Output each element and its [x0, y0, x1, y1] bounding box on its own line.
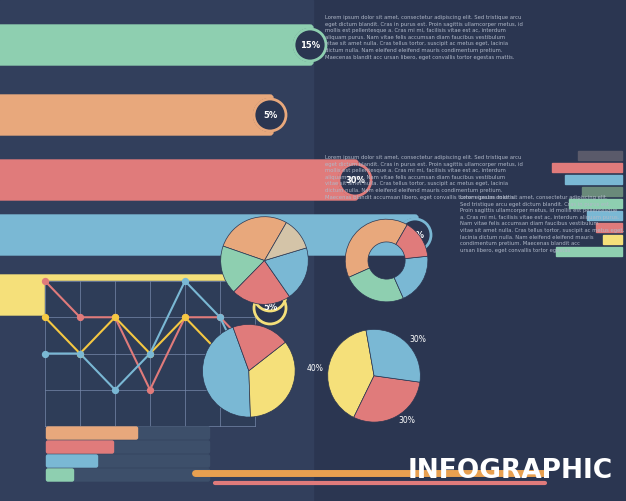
FancyBboxPatch shape	[46, 427, 210, 439]
Text: 30%: 30%	[398, 416, 415, 425]
Point	[215, 313, 225, 321]
Wedge shape	[233, 325, 285, 371]
FancyBboxPatch shape	[46, 441, 210, 453]
Point	[110, 313, 120, 321]
FancyBboxPatch shape	[0, 275, 273, 315]
Wedge shape	[396, 225, 428, 259]
Point	[250, 350, 260, 358]
Point	[145, 350, 155, 358]
Wedge shape	[328, 330, 374, 417]
Text: 30%: 30%	[345, 175, 365, 184]
Circle shape	[254, 292, 286, 324]
Bar	[569, 198, 622, 207]
Bar	[603, 234, 622, 243]
Bar	[578, 150, 622, 159]
Point	[250, 350, 260, 358]
Point	[75, 350, 85, 358]
Text: 30%: 30%	[409, 335, 426, 344]
Point	[145, 386, 155, 394]
Point	[75, 350, 85, 358]
Circle shape	[254, 99, 286, 131]
Wedge shape	[349, 268, 403, 302]
Text: Lorem ipsum dolor sit amet, consectetur adipiscing elit. Sed tristique arcu
eget: Lorem ipsum dolor sit amet, consectetur …	[325, 15, 523, 60]
FancyBboxPatch shape	[0, 95, 273, 135]
Bar	[582, 186, 622, 195]
Bar	[45, 281, 255, 426]
Circle shape	[254, 279, 286, 311]
Text: INFOGRAPHIC: INFOGRAPHIC	[408, 458, 613, 484]
Bar	[595, 222, 622, 231]
Wedge shape	[346, 219, 408, 278]
Point	[250, 386, 260, 394]
Wedge shape	[354, 376, 420, 422]
Circle shape	[339, 164, 371, 196]
Point	[40, 277, 50, 285]
Text: Lorem ipsum dolor sit amet, consectetur adipiscing elit.
Sed tristique arcu eget: Lorem ipsum dolor sit amet, consectetur …	[460, 195, 624, 253]
Circle shape	[294, 29, 326, 61]
Point	[180, 313, 190, 321]
Point	[110, 313, 120, 321]
Bar	[552, 162, 622, 171]
Text: 40%: 40%	[307, 364, 324, 373]
FancyBboxPatch shape	[46, 455, 210, 467]
Bar	[0, 0, 313, 501]
FancyBboxPatch shape	[0, 160, 358, 200]
Point	[40, 350, 50, 358]
Bar	[565, 174, 622, 183]
FancyBboxPatch shape	[46, 455, 98, 467]
Bar	[587, 210, 622, 219]
Wedge shape	[234, 261, 289, 304]
FancyBboxPatch shape	[46, 469, 73, 481]
Point	[75, 313, 85, 321]
Point	[180, 313, 190, 321]
Wedge shape	[394, 256, 428, 298]
Text: Lorem ipsum dolor sit amet, consectetur adipiscing elit. Sed tristique arcu
eget: Lorem ipsum dolor sit amet, consectetur …	[325, 155, 523, 199]
Point	[215, 313, 225, 321]
Wedge shape	[366, 330, 420, 382]
FancyBboxPatch shape	[46, 469, 210, 481]
Point	[40, 313, 50, 321]
FancyBboxPatch shape	[46, 441, 113, 453]
Wedge shape	[249, 342, 295, 417]
Wedge shape	[223, 217, 287, 261]
Bar	[556, 246, 622, 256]
FancyBboxPatch shape	[0, 215, 418, 255]
Circle shape	[399, 219, 431, 251]
Point	[215, 350, 225, 358]
FancyBboxPatch shape	[0, 25, 313, 65]
Wedge shape	[203, 327, 250, 417]
Text: 5%: 5%	[263, 304, 277, 313]
Text: 5%: 5%	[263, 291, 277, 300]
Point	[110, 386, 120, 394]
Point	[180, 277, 190, 285]
Text: 40%: 40%	[405, 230, 425, 239]
Wedge shape	[264, 248, 308, 297]
Text: 15%: 15%	[300, 41, 320, 50]
FancyBboxPatch shape	[46, 427, 138, 439]
Text: 5%: 5%	[263, 111, 277, 120]
Wedge shape	[264, 222, 307, 261]
Wedge shape	[221, 246, 264, 292]
Point	[145, 350, 155, 358]
